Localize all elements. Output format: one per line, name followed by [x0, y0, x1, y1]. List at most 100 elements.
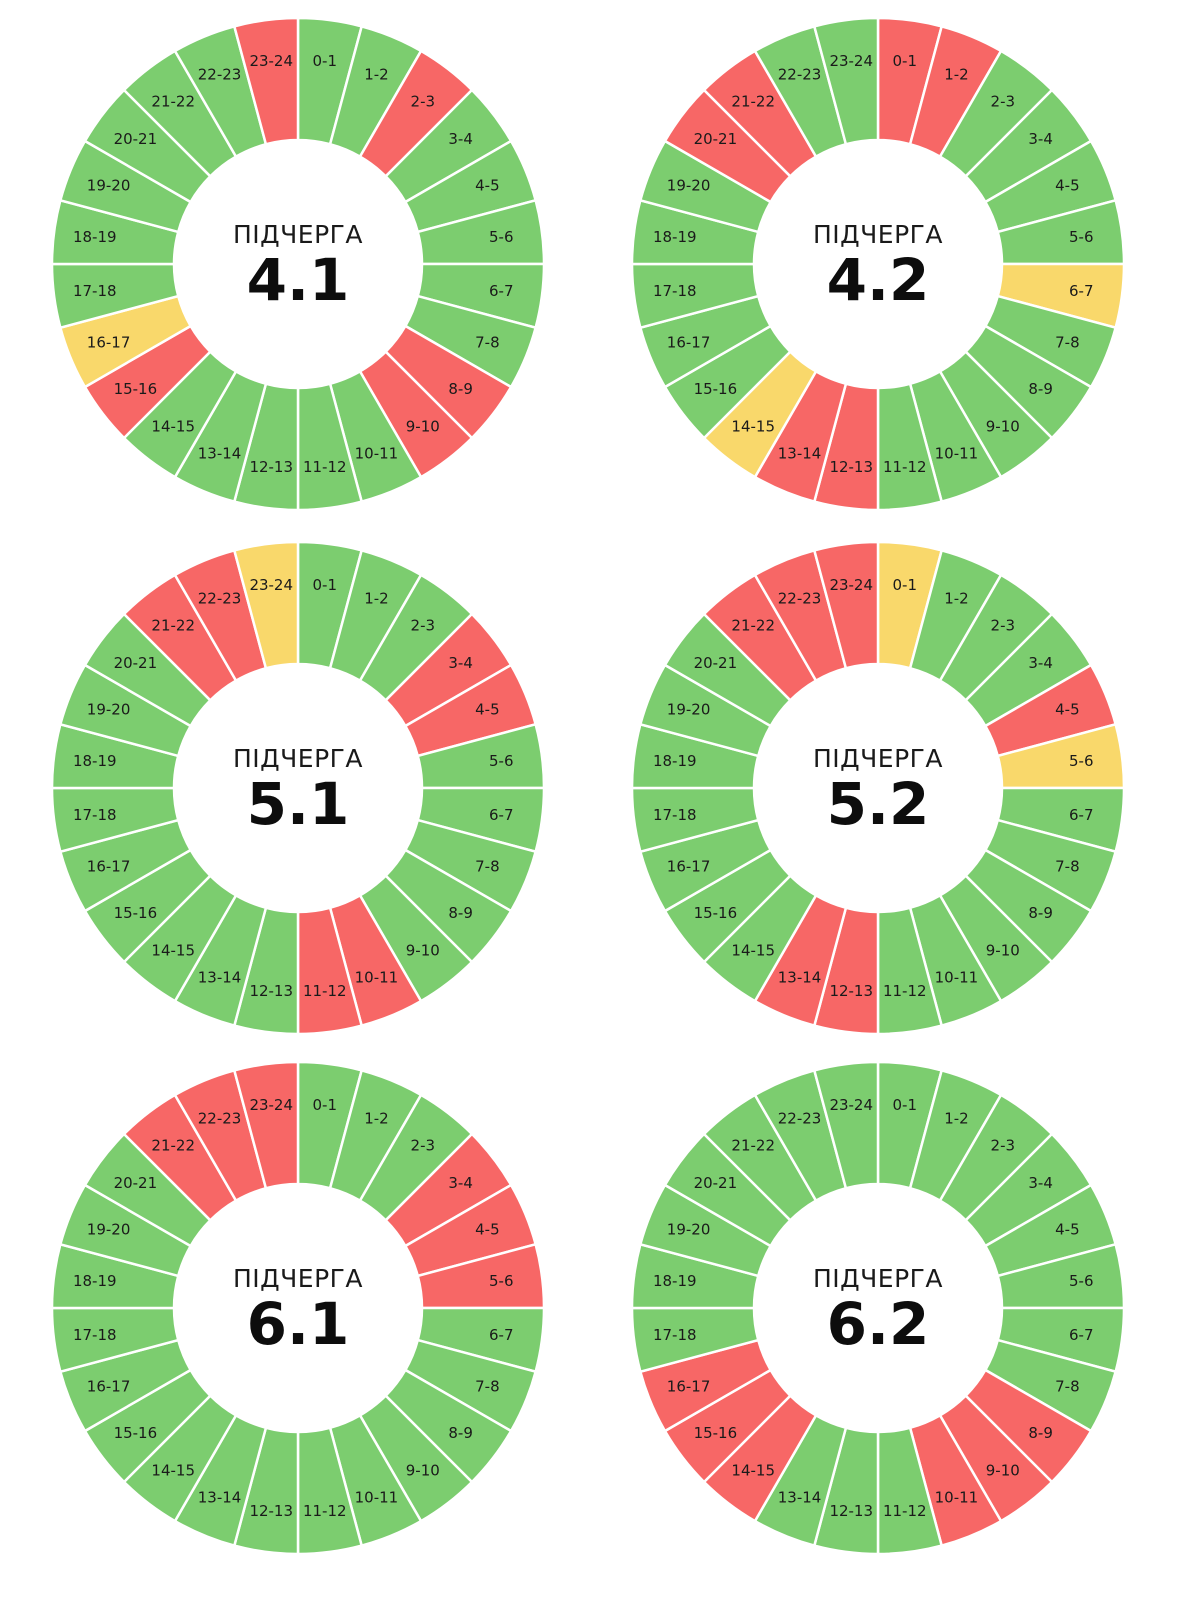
- wheel-4-1-label-19-20: 19-20: [87, 177, 131, 195]
- wheel-6-2-label-9-10: 9-10: [986, 1462, 1020, 1480]
- wheel-5-2-label-18-19: 18-19: [653, 752, 697, 770]
- wheel-6-1-label-4-5: 4-5: [475, 1221, 500, 1239]
- wheel-4-2-label-11-12: 11-12: [883, 458, 927, 476]
- wheel-5-1-label-21-22: 21-22: [151, 616, 195, 634]
- wheel-4-1-svg: 0-1 1-2 2-3 3-4 4-5 5-6 6-7 7-8 8-9 9-10 10-11 11-1…: [50, 16, 546, 512]
- wheel-6-1-label-11-12: 11-12: [303, 1502, 347, 1520]
- wheel-5-2-label-6-7: 6-7: [1069, 806, 1094, 824]
- wheel-4-2-label-14-15: 14-15: [731, 418, 775, 436]
- wheel-4-2-label-21-22: 21-22: [731, 92, 775, 110]
- wheel-5-1-label-9-10: 9-10: [406, 942, 440, 960]
- wheel-6-2-label-2-3: 2-3: [991, 1136, 1016, 1154]
- wheel-5-1-label-1-2: 1-2: [364, 590, 389, 608]
- wheel-6-2-label-6-7: 6-7: [1069, 1326, 1094, 1344]
- wheel-5-2-label-23-24: 23-24: [829, 576, 873, 594]
- wheel-5-2-label-10-11: 10-11: [935, 968, 979, 986]
- wheel-4-2-label-6-7: 6-7: [1069, 282, 1094, 300]
- wheel-5-1-svg: 0-1 1-2 2-3 3-4 4-5 5-6 6-7 7-8 8-9 9-10 10-11 11-1…: [50, 540, 546, 1036]
- schedule-wheel-5-2: 0-1 1-2 2-3 3-4 4-5 5-6 6-7 7-8 8-9 9-10 10-11 11-1…: [628, 538, 1128, 1038]
- wheel-6-1-label-19-20: 19-20: [87, 1221, 131, 1239]
- wheel-5-2-svg: 0-1 1-2 2-3 3-4 4-5 5-6 6-7 7-8 8-9 9-10 10-11 11-1…: [630, 540, 1126, 1036]
- wheel-6-2-label-3-4: 3-4: [1028, 1174, 1053, 1192]
- wheel-6-2-label-10-11: 10-11: [935, 1488, 979, 1506]
- wheel-4-2-label-19-20: 19-20: [667, 177, 711, 195]
- wheel-6-1-label-16-17: 16-17: [87, 1377, 131, 1395]
- wheel-6-2-label-17-18: 17-18: [653, 1326, 697, 1344]
- wheel-4-1-label-7-8: 7-8: [475, 333, 500, 351]
- wheel-5-2-label-22-23: 22-23: [778, 590, 822, 608]
- wheel-6-1-label-9-10: 9-10: [406, 1462, 440, 1480]
- wheel-6-1-label-6-7: 6-7: [489, 1326, 514, 1344]
- wheel-6-1-segment-23-24: [232, 1060, 300, 1190]
- wheel-5-1-label-13-14: 13-14: [198, 968, 242, 986]
- wheel-4-2-label-0-1: 0-1: [893, 52, 918, 70]
- wheel-5-1-label-3-4: 3-4: [448, 654, 473, 672]
- wheel-6-2-label-15-16: 15-16: [694, 1424, 738, 1442]
- wheel-5-1-label-23-24: 23-24: [249, 576, 293, 594]
- schedule-wheel-6-2: 0-1 1-2 2-3 3-4 4-5 5-6 6-7 7-8 8-9 9-10 10-11 11-1…: [628, 1058, 1128, 1558]
- wheel-4-2-label-17-18: 17-18: [653, 282, 697, 300]
- wheel-6-1-label-14-15: 14-15: [151, 1462, 195, 1480]
- wheel-5-1-label-6-7: 6-7: [489, 806, 514, 824]
- wheel-5-2-label-3-4: 3-4: [1028, 654, 1053, 672]
- wheel-4-2-label-4-5: 4-5: [1055, 177, 1080, 195]
- wheel-6-1-label-1-2: 1-2: [364, 1110, 389, 1128]
- wheel-5-1-label-4-5: 4-5: [475, 701, 500, 719]
- wheel-6-2-label-16-17: 16-17: [667, 1377, 711, 1395]
- wheel-4-1-label-5-6: 5-6: [489, 228, 514, 246]
- wheel-4-1-label-2-3: 2-3: [411, 92, 436, 110]
- wheel-6-1-label-13-14: 13-14: [198, 1488, 242, 1506]
- wheel-4-1-label-14-15: 14-15: [151, 418, 195, 436]
- wheel-6-1-label-20-21: 20-21: [114, 1174, 158, 1192]
- wheel-5-1-label-22-23: 22-23: [198, 590, 242, 608]
- wheel-5-2-label-1-2: 1-2: [944, 590, 969, 608]
- wheel-4-1-label-10-11: 10-11: [355, 444, 399, 462]
- wheel-4-2-label-7-8: 7-8: [1055, 333, 1080, 351]
- wheel-5-1-label-11-12: 11-12: [303, 982, 347, 1000]
- wheel-4-2-segment-23-24: [812, 16, 880, 146]
- wheel-4-2-label-1-2: 1-2: [944, 66, 969, 84]
- wheel-5-1-label-18-19: 18-19: [73, 752, 117, 770]
- wheel-6-1-label-15-16: 15-16: [114, 1424, 158, 1442]
- wheel-4-2-label-2-3: 2-3: [991, 92, 1016, 110]
- wheel-4-1-label-3-4: 3-4: [448, 130, 473, 148]
- schedule-wheel-5-1: 0-1 1-2 2-3 3-4 4-5 5-6 6-7 7-8 8-9 9-10 10-11 11-1…: [48, 538, 548, 1038]
- wheel-4-1-label-20-21: 20-21: [114, 130, 158, 148]
- wheel-5-2-label-4-5: 4-5: [1055, 701, 1080, 719]
- wheel-6-1-label-0-1: 0-1: [313, 1096, 338, 1114]
- wheel-4-1-label-17-18: 17-18: [73, 282, 117, 300]
- wheel-4-1-label-22-23: 22-23: [198, 66, 242, 84]
- wheel-5-2-label-2-3: 2-3: [991, 616, 1016, 634]
- wheel-4-2-label-18-19: 18-19: [653, 228, 697, 246]
- wheel-6-1-label-12-13: 12-13: [249, 1502, 293, 1520]
- wheel-4-1-label-11-12: 11-12: [303, 458, 347, 476]
- wheel-4-2-label-12-13: 12-13: [829, 458, 873, 476]
- wheel-4-1-label-6-7: 6-7: [489, 282, 514, 300]
- wheel-4-2-label-15-16: 15-16: [694, 380, 738, 398]
- wheel-4-2-label-3-4: 3-4: [1028, 130, 1053, 148]
- wheel-6-2-label-14-15: 14-15: [731, 1462, 775, 1480]
- wheel-4-2-label-16-17: 16-17: [667, 333, 711, 351]
- wheel-6-2-label-0-1: 0-1: [893, 1096, 918, 1114]
- wheel-6-1-label-3-4: 3-4: [448, 1174, 473, 1192]
- wheel-4-1-label-15-16: 15-16: [114, 380, 158, 398]
- wheel-6-1-svg: 0-1 1-2 2-3 3-4 4-5 5-6 6-7 7-8 8-9 9-10 10-11 11-1…: [50, 1060, 546, 1556]
- wheel-4-2-label-20-21: 20-21: [694, 130, 738, 148]
- wheel-6-2-svg: 0-1 1-2 2-3 3-4 4-5 5-6 6-7 7-8 8-9 9-10 10-11 11-1…: [630, 1060, 1126, 1556]
- wheel-6-2-label-20-21: 20-21: [694, 1174, 738, 1192]
- wheel-4-2-label-10-11: 10-11: [935, 444, 979, 462]
- wheel-4-1-label-12-13: 12-13: [249, 458, 293, 476]
- wheel-5-2-label-5-6: 5-6: [1069, 752, 1094, 770]
- schedule-wheel-4-1: 0-1 1-2 2-3 3-4 4-5 5-6 6-7 7-8 8-9 9-10 10-11 11-1…: [48, 14, 548, 514]
- wheel-6-2-label-18-19: 18-19: [653, 1272, 697, 1290]
- wheel-6-1-label-7-8: 7-8: [475, 1377, 500, 1395]
- wheel-6-2-label-1-2: 1-2: [944, 1110, 969, 1128]
- wheel-5-2-label-7-8: 7-8: [1055, 857, 1080, 875]
- wheel-6-2-label-5-6: 5-6: [1069, 1272, 1094, 1290]
- wheel-4-1-segment-23-24: [232, 16, 300, 146]
- wheel-6-1-label-8-9: 8-9: [448, 1424, 473, 1442]
- wheel-5-2-label-15-16: 15-16: [694, 904, 738, 922]
- wheel-4-2-label-5-6: 5-6: [1069, 228, 1094, 246]
- wheel-5-2-label-11-12: 11-12: [883, 982, 927, 1000]
- wheel-6-1-label-23-24: 23-24: [249, 1096, 293, 1114]
